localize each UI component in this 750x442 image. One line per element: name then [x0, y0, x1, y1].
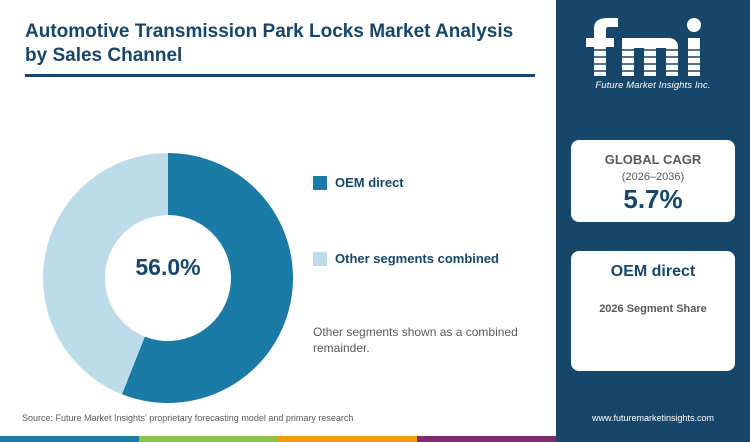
- source-text: Source: Future Market Insights' propriet…: [22, 413, 354, 423]
- legend-swatch-other-segments: [313, 251, 327, 266]
- cagr-value: 5.7%: [623, 184, 683, 214]
- bottom-bar-segment: [0, 436, 139, 442]
- cagr-title: GLOBAL CAGR: [604, 152, 702, 167]
- donut-center-label: 56.0%: [135, 254, 201, 280]
- donut-slice-oem-direct: [121, 153, 293, 403]
- logo-subtitle: Future Market Insights Inc.: [595, 80, 711, 91]
- segment-card: OEM direct 2026 Segment Share: [571, 251, 735, 371]
- chart-panel: Automotive Transmission Park Locks Marke…: [0, 21, 556, 442]
- legend-label-oem-direct: OEM direct: [335, 175, 404, 190]
- bottom-bar-segment: [139, 436, 278, 442]
- sidebar: Future Market Insights Inc. GLOBAL CAGR …: [556, 0, 750, 442]
- bottom-bar-segment: [417, 436, 556, 442]
- donut-chart: [42, 153, 293, 403]
- legend-label-other-segments: Other segments combined: [335, 251, 499, 266]
- segment-subtitle: 2026 Segment Share: [599, 303, 707, 315]
- legend-item-oem-direct: OEM direct: [313, 175, 404, 190]
- segment-title: OEM direct: [610, 263, 696, 280]
- bottom-bar-segment: [278, 436, 417, 442]
- legend-swatch-oem-direct: [313, 175, 327, 190]
- chart-note: Other segments shown as a combined remai…: [313, 325, 518, 355]
- title-underline: [25, 74, 535, 77]
- website-url: www.futuremarketinsights.com: [591, 413, 715, 423]
- legend-item-other-segments: Other segments combined: [313, 251, 499, 266]
- donut-slice-other-segments-combined: [42, 153, 168, 395]
- cagr-period: (2026–2036): [621, 171, 685, 183]
- chart-title: Automotive Transmission Park Locks Marke…: [25, 21, 514, 66]
- cagr-card: GLOBAL CAGR (2026–2036) 5.7%: [571, 140, 735, 222]
- fmi-logo-mark: [582, 18, 706, 76]
- fmi-logo: [556, 10, 750, 100]
- bottom-color-bar: [0, 436, 556, 442]
